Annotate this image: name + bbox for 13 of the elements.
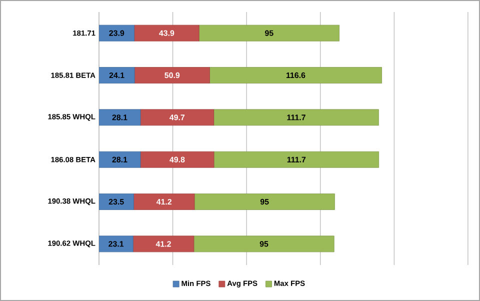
bar [140,109,214,126]
bar [132,236,194,252]
bar [214,151,380,168]
bar [134,24,200,42]
bar [194,236,334,252]
bar [99,109,141,126]
bar [134,67,210,84]
bar [133,194,195,210]
bar [140,151,214,168]
bar [194,194,335,210]
bar [214,109,379,126]
bar [209,67,382,84]
bar [198,24,340,42]
